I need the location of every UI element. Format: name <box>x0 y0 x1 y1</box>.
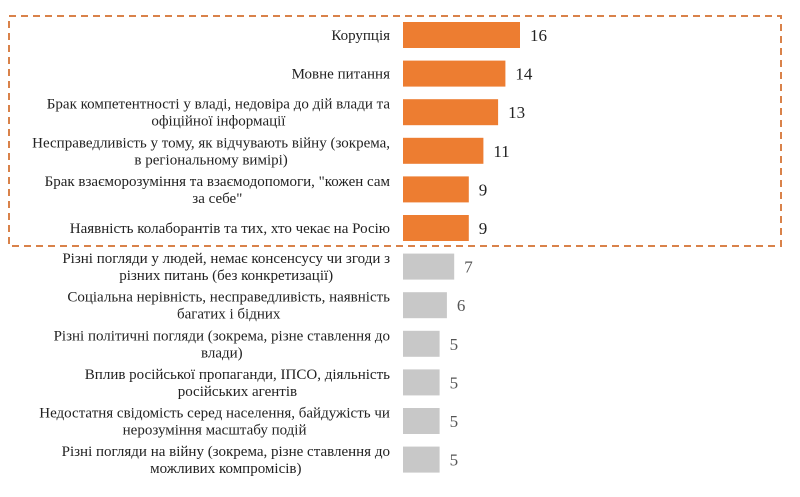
data-label: 6 <box>457 296 466 315</box>
category-label-line: російських агентів <box>178 384 297 400</box>
category-label: Вплив російської пропаганди, ІПСО, діяль… <box>85 367 390 400</box>
bar <box>403 215 469 241</box>
category-label-line: різних питань (без конкретизації) <box>119 268 333 284</box>
bar <box>403 292 447 319</box>
data-label: 7 <box>464 258 473 277</box>
category-label: Недостатня свідомість серед населення, б… <box>39 406 390 439</box>
category-label-line: Брак компетентності у владі, недовіра до… <box>47 97 391 113</box>
category-label-line: Недостатня свідомість серед населення, б… <box>39 406 390 422</box>
bar <box>403 176 469 203</box>
data-label: 13 <box>508 103 525 122</box>
category-label: Різні погляди на війну (зокрема, різне с… <box>62 444 390 477</box>
bar <box>403 60 506 87</box>
category-label: Різні політичні погляди (зокрема, різне … <box>54 328 390 361</box>
category-label: Мовне питання <box>292 67 390 83</box>
category-label: Корупція <box>331 28 390 44</box>
category-label-line: Брак взаєморозуміння та взаємодопомоги, … <box>45 174 391 190</box>
data-label: 14 <box>515 65 533 84</box>
category-label-line: Вплив російської пропаганди, ІПСО, діяль… <box>85 367 390 383</box>
category-label-line: Наявність колаборантів та тих, хто чекає… <box>70 221 390 237</box>
data-label: 9 <box>479 180 488 199</box>
category-label-line: в регіональному вимірі) <box>134 152 287 168</box>
category-label-line: Різні політичні погляди (зокрема, різне … <box>54 328 390 344</box>
data-label: 5 <box>450 335 459 354</box>
category-label-line: Корупція <box>331 28 390 44</box>
bar <box>403 22 520 48</box>
category-label-line: нерозуміння масштабу подій <box>123 423 307 439</box>
category-label-line: офіційної інформації <box>151 114 286 130</box>
highlight-frame <box>8 15 782 247</box>
bar <box>403 253 455 280</box>
category-label: Наявність колаборантів та тих, хто чекає… <box>70 221 390 237</box>
data-label: 9 <box>479 219 488 238</box>
category-label: Несправедливість у тому, як відчувають в… <box>32 135 390 168</box>
category-label-line: Різні погляди на війну (зокрема, різне с… <box>62 444 390 460</box>
data-label: 16 <box>530 26 547 45</box>
bar <box>403 408 440 434</box>
category-label-line: за себе" <box>192 191 242 207</box>
bar <box>403 330 440 357</box>
category-label: Брак компетентності у владі, недовіра до… <box>47 97 391 130</box>
category-label-line: Мовне питання <box>292 67 390 83</box>
data-label: 5 <box>450 412 459 431</box>
data-label: 5 <box>450 373 459 392</box>
category-label: Різні погляди у людей, немає консенсусу … <box>62 251 390 284</box>
category-label-line: Несправедливість у тому, як відчувають в… <box>32 135 390 151</box>
bar <box>403 369 440 396</box>
data-label: 11 <box>493 142 509 161</box>
category-label-line: Різні погляди у людей, немає консенсусу … <box>62 251 390 267</box>
bar <box>403 137 484 164</box>
bar <box>403 446 440 473</box>
category-label-line: Соціальна нерівність, несправедливість, … <box>67 290 390 306</box>
category-label-line: багатих і бідних <box>177 307 281 323</box>
category-label-line: влади) <box>201 345 243 361</box>
category-label: Соціальна нерівність, несправедливість, … <box>67 290 390 323</box>
category-label-line: можливих компромісів) <box>150 461 301 477</box>
bars-layer: 16 Корупція 14 Мовне питання 13 Брак компетен… <box>32 22 547 477</box>
data-label: 5 <box>450 451 459 470</box>
bar <box>403 99 499 126</box>
category-label: Брак взаєморозуміння та взаємодопомоги, … <box>45 174 391 207</box>
